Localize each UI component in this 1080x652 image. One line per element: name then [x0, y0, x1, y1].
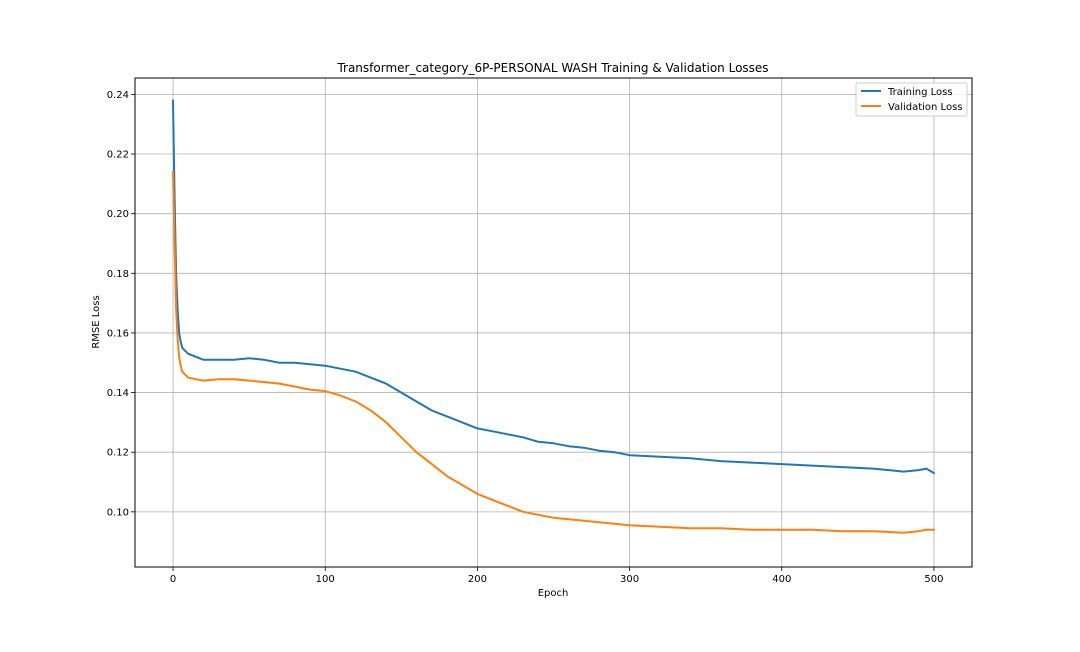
y-tick-label: 0.10	[107, 507, 129, 518]
plot-frame	[134, 77, 973, 568]
series-line-validation	[172, 170, 935, 534]
legend-label-validation: Validation Loss	[888, 102, 963, 113]
y-tick-label: 0.12	[107, 448, 129, 459]
x-tick-label: 0	[170, 574, 176, 585]
series-lines	[172, 99, 935, 534]
series-line-training	[172, 99, 935, 475]
grid	[135, 78, 972, 567]
y-tick-label: 0.14	[107, 388, 129, 399]
x-tick-label: 200	[468, 574, 487, 585]
y-tick-label: 0.22	[107, 150, 129, 161]
legend-box	[855, 82, 968, 117]
x-axis: 0 100 200 300 400 500	[170, 567, 944, 585]
y-axis: 0.10 0.12 0.14 0.16 0.18 0.20 0.22 0.24	[107, 90, 135, 518]
chart-title: Transformer_category_6P-PERSONAL WASH Tr…	[336, 61, 768, 75]
x-axis-label: Epoch	[538, 588, 569, 599]
legend-label-training: Training Loss	[887, 87, 953, 98]
y-tick-label: 0.16	[107, 328, 129, 339]
legend: Training Loss Validation Loss	[855, 82, 968, 117]
y-axis-label: RMSE Loss	[91, 295, 102, 348]
x-tick-label: 500	[924, 574, 943, 585]
y-tick-label: 0.20	[107, 209, 129, 220]
x-tick-label: 100	[316, 574, 335, 585]
y-tick-label: 0.18	[107, 269, 129, 280]
x-tick-label: 300	[620, 574, 639, 585]
y-tick-label: 0.24	[107, 90, 129, 101]
x-tick-label: 400	[772, 574, 791, 585]
